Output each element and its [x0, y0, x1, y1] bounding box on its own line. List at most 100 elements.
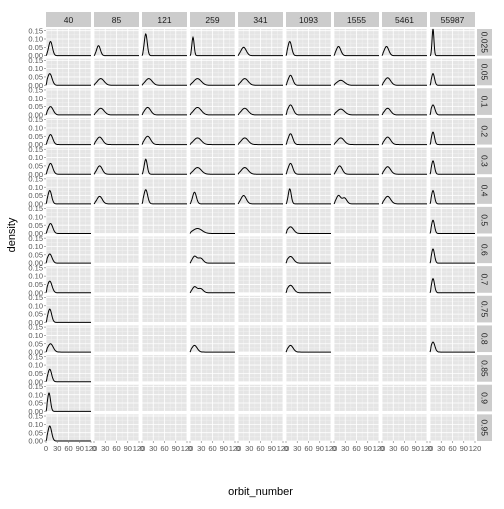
- row-strip-label: 0.5: [480, 214, 490, 226]
- facet-panel: [381, 29, 428, 57]
- x-axis-title: orbit_number: [228, 486, 293, 498]
- facet-panel: [429, 177, 476, 205]
- density-line: [45, 40, 91, 57]
- facet-panel: [93, 384, 140, 412]
- x-tick-label: 60: [112, 444, 120, 453]
- facet-panel: [141, 355, 188, 383]
- y-tick-label: 0.15: [28, 323, 43, 332]
- y-tick-label: 0.10: [28, 361, 43, 370]
- facet-panel: [93, 147, 140, 175]
- facet-panel: [381, 384, 428, 412]
- x-tick-label: 30: [245, 444, 253, 453]
- facet-panel: [381, 88, 428, 116]
- density-line: [45, 73, 91, 86]
- x-tick-label: 90: [124, 444, 132, 453]
- facet-panel: [333, 384, 380, 412]
- y-tick-label: 0.05: [28, 399, 43, 408]
- density-line: [189, 167, 235, 175]
- density-line: [237, 46, 283, 57]
- column-strip: 1555: [334, 12, 379, 27]
- row-strip: 0.6: [477, 236, 492, 264]
- x-tick-label: 120: [469, 444, 482, 453]
- y-tick-label: 0.00: [28, 229, 43, 238]
- y-tick-label: 0.05: [28, 43, 43, 52]
- column-strip: 55987: [430, 12, 475, 27]
- column-strip: 85: [94, 12, 139, 27]
- y-tick-label: 0.00: [28, 407, 43, 416]
- facet-panel: [189, 384, 236, 412]
- facet-panel: [237, 58, 284, 86]
- facet-panel: [141, 266, 188, 294]
- facet-panel: [333, 206, 380, 234]
- density-line: [45, 368, 91, 383]
- facet-panel: [93, 295, 140, 323]
- facet-panel: [237, 236, 284, 264]
- x-tick-label: 30: [149, 444, 157, 453]
- y-tick-label: 0.05: [28, 221, 43, 230]
- facet-panel: [381, 236, 428, 264]
- density-line: [333, 108, 379, 116]
- x-tick-label: 0: [188, 444, 192, 453]
- facet-panel: [141, 414, 188, 442]
- row-strip: 0.5: [477, 206, 492, 234]
- y-tick-label: 0.10: [28, 272, 43, 281]
- row-strip: 0.05: [477, 58, 492, 86]
- row-strip-label: 0.75: [480, 301, 490, 318]
- density-line: [237, 78, 283, 86]
- x-tick-label: 120: [277, 444, 290, 453]
- x-tick-label: 60: [64, 444, 72, 453]
- x-tick-label: 30: [53, 444, 61, 453]
- facet-panel: [189, 355, 236, 383]
- facet-panel: [141, 236, 188, 264]
- x-tick-label: 0: [284, 444, 288, 453]
- column-strip: 259: [190, 12, 235, 27]
- density-line: [429, 104, 475, 116]
- y-tick-label: 0.05: [28, 310, 43, 319]
- y-tick-label: 0.00: [28, 318, 43, 327]
- y-tick-label: 0.15: [28, 145, 43, 154]
- facet-panel: [93, 266, 140, 294]
- column-strip: 5461: [382, 12, 427, 27]
- x-tick-label: 120: [133, 444, 146, 453]
- density-line: [333, 79, 379, 86]
- column-strip-label: 85: [112, 15, 122, 25]
- column-strip-label: 40: [64, 15, 74, 25]
- x-tick-label: 60: [160, 444, 168, 453]
- facet-panel: [189, 88, 236, 116]
- facet-panel: [141, 206, 188, 234]
- density-line: [285, 226, 331, 234]
- density-line: [189, 344, 235, 353]
- y-tick-label: 0.10: [28, 124, 43, 133]
- row-strip: 0.8: [477, 325, 492, 353]
- facet-panel: [45, 29, 92, 57]
- x-tick-label: 30: [197, 444, 205, 453]
- facet-panel: [285, 177, 332, 205]
- density-line: [93, 195, 139, 205]
- density-line: [93, 136, 139, 146]
- density-line: [285, 104, 331, 116]
- y-tick-label: 0.00: [28, 259, 43, 268]
- row-strip-bg: [477, 58, 492, 86]
- facet-panel: [93, 355, 140, 383]
- facet-panel: [285, 355, 332, 383]
- y-tick-label: 0.05: [28, 102, 43, 111]
- facet-panel: [285, 88, 332, 116]
- y-tick-label: 0.15: [28, 382, 43, 391]
- facet-panel: [333, 325, 380, 353]
- facet-panel: [93, 29, 140, 57]
- y-tick-label: 0.10: [28, 242, 43, 251]
- facet-panel: [237, 147, 284, 175]
- facet-panel: [93, 414, 140, 442]
- column-strip-label: 259: [205, 15, 219, 25]
- column-strip-label: 1093: [299, 15, 318, 25]
- x-tick-label: 90: [76, 444, 84, 453]
- row-strip: 0.85: [477, 355, 492, 382]
- y-tick-label: 0.00: [28, 140, 43, 149]
- column-strip-bg: [94, 12, 139, 27]
- y-tick-label: 0.00: [28, 111, 43, 120]
- facet-panel: [333, 88, 380, 116]
- facet-panel: [45, 147, 92, 175]
- row-strip-bg: [477, 147, 492, 175]
- facet-panel: [45, 236, 92, 264]
- facet-panel: [285, 147, 332, 175]
